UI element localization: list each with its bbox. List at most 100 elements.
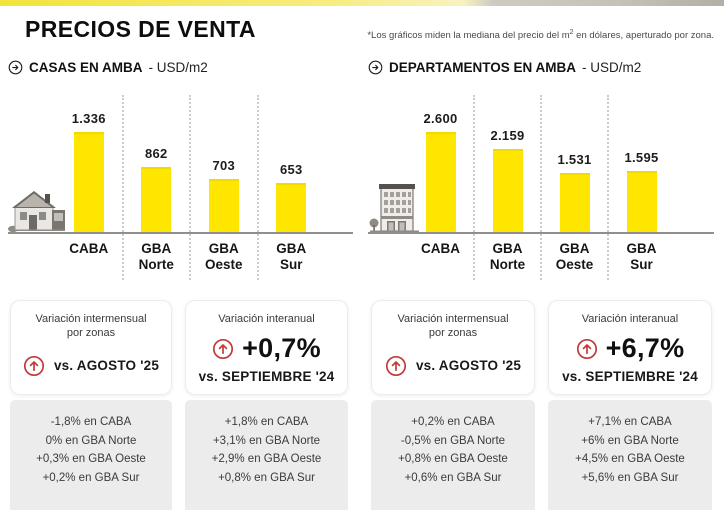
category-label-line: GBA: [141, 241, 172, 256]
category-label: GBA Sur: [259, 234, 325, 280]
footnote-superscript: 2: [569, 29, 574, 36]
variation-list: +1,8% en CABA +3,1% en GBA Norte +2,9% en …: [185, 400, 348, 510]
section-heading-unit: - USD/m2: [582, 60, 642, 75]
category-label-line: Norte: [138, 257, 174, 273]
panel-title-line: Variación interanual: [581, 313, 679, 325]
panel-main-value: +6,7%: [605, 333, 685, 364]
chart-column: 2.600 CABA: [408, 95, 473, 280]
panel-main-value: +0,7%: [242, 333, 321, 364]
chart-column: 653 GBA Sur: [256, 95, 325, 280]
variation-card: Variación intermensual por zonas vs. AGOS…: [10, 300, 172, 395]
panel-vs-text: vs. SEPTIEMBRE '24: [198, 369, 335, 385]
bar-zone: 862: [124, 95, 190, 234]
panel-title-line: por zonas: [66, 327, 116, 340]
section-heading-bold: CASAS EN AMBA: [29, 60, 143, 75]
x-axis-line: [8, 232, 353, 234]
bar: [73, 132, 104, 232]
bar-zone: 2.159: [475, 95, 540, 234]
footnote: *Los gráficos miden la mediana del preci…: [367, 29, 714, 41]
panel-vs-text: vs. AGOSTO '25: [53, 358, 160, 374]
arrow-right-circle-icon: [8, 60, 23, 75]
bar: [425, 132, 456, 232]
chart-column: 1.531 GBA Oeste: [540, 95, 607, 280]
panel-vs-row: vs. AGOSTO '25: [11, 355, 171, 377]
footnote-suffix: en dólares, aperturado por zona.: [573, 30, 714, 42]
panel-title: Variación interanual: [549, 312, 711, 326]
casas-bar-chart: 1.336 CABA 862 GBA Norte 703 GBA Oeste 653 GBA Sur: [8, 95, 353, 280]
variation-list-item: +3,1% en GBA Norte: [212, 434, 321, 447]
variation-list-item: -1,8% en CABA: [50, 416, 132, 428]
category-label: GBA Norte: [475, 234, 540, 280]
category-label: CABA: [56, 234, 122, 280]
chart-column: 1.336 CABA: [56, 95, 122, 280]
bar-zone: 1.595: [609, 95, 674, 234]
category-label-line: GBA: [276, 241, 307, 256]
arrow-up-circle-icon: [213, 338, 234, 359]
panel-casas-intermensual: Variación intermensual por zonas vs. AGOS…: [10, 300, 172, 510]
bar: [626, 171, 657, 232]
panel-title-line: Variación interanual: [218, 313, 315, 325]
departamentos-bar-chart: 2.600 CABA 2.159 GBA Norte 1.531 GBA Oeste 1.595…: [368, 95, 714, 280]
variation-list: -1,8% en CABA 0% en GBA Norte +0,3% en GBA…: [10, 400, 172, 510]
chart-column: 2.159 GBA Norte: [473, 95, 540, 280]
bar: [276, 183, 307, 232]
variation-list-item: +0,6% en GBA Sur: [404, 471, 502, 484]
variation-list: +0,2% en CABA -0,5% en GBA Norte +0,8% en …: [371, 400, 535, 510]
bar-zone: 653: [259, 95, 325, 234]
variation-list-item: +0,8% en GBA Sur: [218, 471, 315, 484]
panel-deptos-interanual: Variación interanual +6,7% vs. SEPTIEMBRE…: [548, 300, 712, 510]
variation-list-item: +0,2% en CABA: [411, 416, 495, 428]
panel-vs-row: vs. AGOSTO '25: [372, 355, 534, 377]
bar-value-label: 862: [144, 146, 168, 161]
chart-column: 1.595 GBA Sur: [607, 95, 674, 280]
bar-zone: 1.336: [56, 95, 122, 234]
variation-card: Variación intermensual por zonas vs. AGOS…: [371, 300, 535, 395]
arrow-up-circle-icon: [23, 355, 45, 376]
panel-title: Variación intermensual por zonas: [372, 312, 534, 341]
panel-title-line: Variación intermensual: [397, 313, 509, 325]
category-label: CABA: [408, 234, 473, 280]
arrow-right-circle-icon: [368, 60, 383, 75]
variation-list: +7,1% en CABA +6% en GBA Norte +4,5% en GB…: [548, 400, 712, 510]
bar-value-label: 1.595: [624, 150, 659, 165]
category-label: GBA Oeste: [191, 234, 257, 280]
bar-value-label: 703: [212, 158, 236, 173]
variation-card: Variación interanual +0,7% vs. SEPTIEMBRE…: [185, 300, 348, 395]
panel-value-row: +6,7%: [549, 333, 711, 364]
page-title: PRECIOS DE VENTA: [25, 16, 256, 42]
variation-list-item: +5,6% en GBA Sur: [581, 471, 679, 484]
chart-columns: 1.336 CABA 862 GBA Norte 703 GBA Oeste 653 GBA Sur: [56, 95, 324, 280]
category-label: GBA Oeste: [542, 234, 607, 280]
category-label: GBA Norte: [124, 234, 190, 280]
bar: [208, 179, 239, 232]
section-heading-casas: CASAS EN AMBA - USD/m2: [8, 60, 208, 75]
bar: [492, 149, 523, 232]
bar: [559, 173, 590, 232]
bar-zone: 1.531: [542, 95, 607, 234]
category-label-line: CABA: [421, 241, 460, 256]
variation-list-item: +2,9% en GBA Oeste: [211, 453, 322, 466]
arrow-up-circle-icon: [576, 338, 597, 359]
chart-column: 862 GBA Norte: [121, 95, 190, 280]
variation-list-item: +6% en GBA Norte: [581, 434, 679, 447]
category-label-line: Oeste: [204, 257, 243, 273]
bar-value-label: 1.336: [71, 111, 106, 126]
panel-vs-text: vs. AGOSTO '25: [415, 358, 522, 374]
bar-zone: 2.600: [408, 95, 473, 234]
bar-value-label: 2.600: [423, 111, 458, 126]
panel-title-line: por zonas: [428, 327, 478, 340]
footnote-prefix: *Los gráficos miden la mediana del preci…: [367, 30, 570, 42]
bar: [141, 167, 172, 232]
bar-value-label: 653: [279, 162, 303, 177]
section-heading-departamentos: DEPARTAMENTOS EN AMBA - USD/m2: [368, 60, 641, 75]
variation-list-item: +0,2% en GBA Sur: [42, 471, 140, 484]
panel-casas-interanual: Variación interanual +0,7% vs. SEPTIEMBRE…: [185, 300, 348, 510]
panel-title: Variación interanual: [186, 312, 347, 326]
chart-columns: 2.600 CABA 2.159 GBA Norte 1.531 GBA Oeste 1.595…: [408, 95, 674, 280]
bar-value-label: 1.531: [557, 152, 592, 167]
category-label-line: Sur: [279, 257, 303, 273]
section-heading-unit: - USD/m2: [148, 60, 208, 75]
section-heading-bold: DEPARTAMENTOS EN AMBA: [389, 60, 577, 75]
x-axis-line: [368, 232, 714, 234]
category-label-line: GBA: [208, 241, 239, 256]
